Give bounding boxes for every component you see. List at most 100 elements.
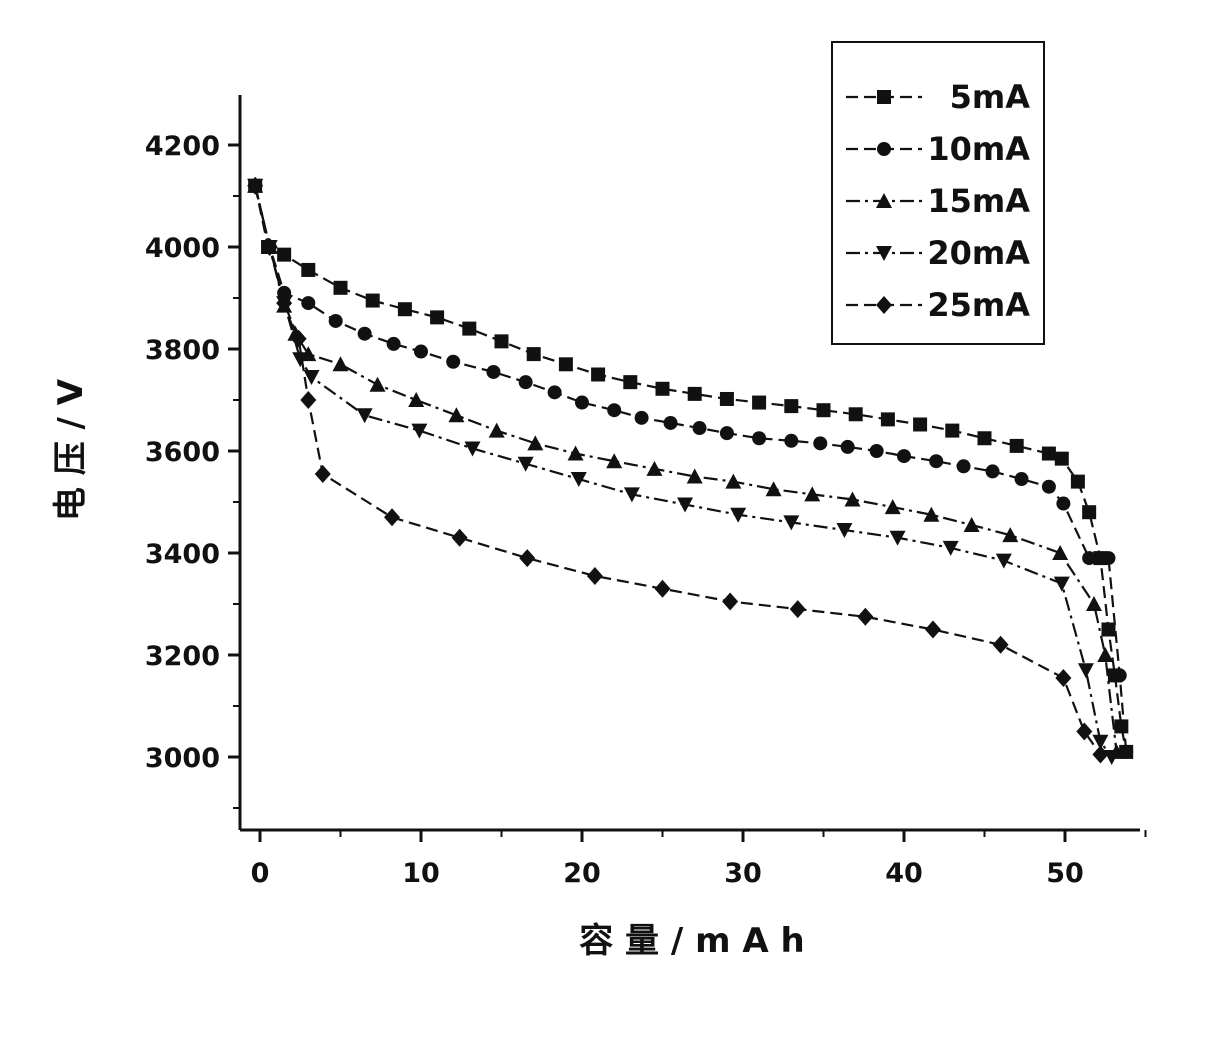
y-axis-title: 电 压 / V <box>51 378 91 521</box>
data-point-10mA-25 <box>956 459 971 474</box>
data-point-10mA-3 <box>301 296 316 311</box>
data-point-20mA-12 <box>730 507 747 523</box>
x-tick-label-30: 30 <box>724 858 762 889</box>
data-point-5mA-2 <box>277 247 292 262</box>
data-point-5mA-19 <box>816 403 831 418</box>
data-point-10mA-23 <box>897 449 911 464</box>
legend-marker-5mA <box>877 90 891 104</box>
data-point-15mA-12 <box>606 453 623 469</box>
data-point-10mA-7 <box>414 344 428 359</box>
legend-label-5mA: 5mA <box>950 78 1031 116</box>
legend-label-25mA: 25mA <box>927 286 1030 324</box>
data-point-25mA-6 <box>384 508 401 527</box>
data-point-5mA-13 <box>623 375 638 390</box>
series-line-10mA <box>254 185 1128 752</box>
data-point-5mA-24 <box>977 431 992 446</box>
data-point-20mA-9 <box>570 472 587 488</box>
x-tick-label-10: 10 <box>402 858 440 889</box>
data-point-10mA-32 <box>1112 668 1127 683</box>
data-point-10mA-30 <box>1082 551 1097 566</box>
data-point-20mA-15 <box>889 530 906 546</box>
data-point-20mA-14 <box>836 523 853 539</box>
data-point-10mA-10 <box>518 375 533 390</box>
data-point-15mA-9 <box>488 422 505 438</box>
data-point-10mA-5 <box>357 326 372 341</box>
data-point-5mA-16 <box>719 391 734 406</box>
data-point-5mA-25 <box>1009 438 1024 453</box>
data-point-10mA-29 <box>1056 496 1071 511</box>
data-point-5mA-29 <box>1082 505 1097 520</box>
data-point-5mA-14 <box>655 381 670 396</box>
legend-marker-20mA <box>876 246 892 261</box>
data-point-25mA-5 <box>314 464 331 483</box>
data-point-10mA-16 <box>692 421 707 436</box>
series-10mA <box>248 178 1134 759</box>
data-point-5mA-8 <box>462 321 477 336</box>
y-tick-label-3000: 3000 <box>145 743 220 774</box>
data-point-10mA-20 <box>813 436 828 451</box>
data-point-15mA-17 <box>804 486 821 502</box>
data-point-25mA-12 <box>789 600 806 619</box>
data-point-25mA-10 <box>654 579 671 598</box>
data-point-15mA-21 <box>963 516 980 532</box>
data-point-5mA-11 <box>558 357 573 372</box>
legend-marker-15mA <box>876 193 892 208</box>
data-point-25mA-16 <box>1055 668 1072 687</box>
series-line-20mA <box>254 185 1113 758</box>
data-point-5mA-3 <box>301 262 316 277</box>
data-point-10mA-15 <box>663 415 678 430</box>
y-tick-label-3600: 3600 <box>145 437 220 468</box>
x-tick-label-20: 20 <box>563 858 601 889</box>
data-point-15mA-19 <box>884 499 901 515</box>
data-point-5mA-6 <box>397 302 412 317</box>
data-point-5mA-26 <box>1041 446 1056 461</box>
data-point-25mA-3 <box>290 329 307 348</box>
data-point-10mA-6 <box>386 336 401 351</box>
data-point-20mA-19 <box>1077 663 1094 679</box>
data-point-25mA-13 <box>857 607 874 626</box>
data-point-25mA-9 <box>586 566 603 585</box>
data-point-25mA-4 <box>300 391 317 409</box>
data-point-15mA-23 <box>1052 545 1069 560</box>
data-point-5mA-22 <box>913 417 928 432</box>
data-point-25mA-18 <box>1092 745 1109 764</box>
data-point-20mA-7 <box>464 441 481 457</box>
data-point-5mA-31 <box>1101 622 1116 637</box>
axes: 0 10 20 30 40 50 3000 3200 3400 3600 3800 4000 4200 <box>145 95 1147 889</box>
data-point-20mA-11 <box>677 497 694 513</box>
data-point-10mA-17 <box>719 426 734 441</box>
y-tick-label-3400: 3400 <box>145 539 220 570</box>
data-point-10mA-9 <box>486 364 501 379</box>
legend-box <box>831 41 1045 345</box>
data-point-5mA-9 <box>494 334 509 349</box>
data-point-15mA-24 <box>1085 596 1102 611</box>
x-tick-label-0: 0 <box>251 858 270 889</box>
data-point-5mA-27 <box>1054 451 1069 466</box>
data-point-10mA-12 <box>575 395 589 410</box>
data-point-5mA-28 <box>1070 474 1085 489</box>
legend-label-15mA: 15mA <box>927 182 1030 220</box>
legend-marker-10mA <box>877 142 891 156</box>
data-point-10mA-13 <box>607 403 622 418</box>
data-point-15mA-10 <box>527 435 544 451</box>
x-axis-title: 容 量 / m A h <box>579 921 805 961</box>
data-point-10mA-21 <box>840 439 855 454</box>
y-tick-label-4000: 4000 <box>145 233 220 264</box>
data-point-10mA-33 <box>1119 744 1134 759</box>
data-point-15mA-18 <box>844 491 861 507</box>
data-point-15mA-13 <box>646 460 663 476</box>
data-point-25mA-14 <box>924 620 941 639</box>
data-point-15mA-5 <box>332 356 349 372</box>
series-5mA <box>248 178 1134 759</box>
data-point-10mA-19 <box>784 433 799 448</box>
data-point-15mA-15 <box>725 473 742 489</box>
data-point-20mA-13 <box>783 515 800 531</box>
data-point-5mA-5 <box>365 293 380 308</box>
legend-marker-25mA <box>876 296 892 314</box>
data-point-25mA-8 <box>519 549 536 568</box>
data-point-10mA-14 <box>634 410 649 425</box>
data-point-10mA-31 <box>1101 551 1116 566</box>
data-point-10mA-27 <box>1014 472 1029 487</box>
data-point-10mA-11 <box>547 385 562 400</box>
